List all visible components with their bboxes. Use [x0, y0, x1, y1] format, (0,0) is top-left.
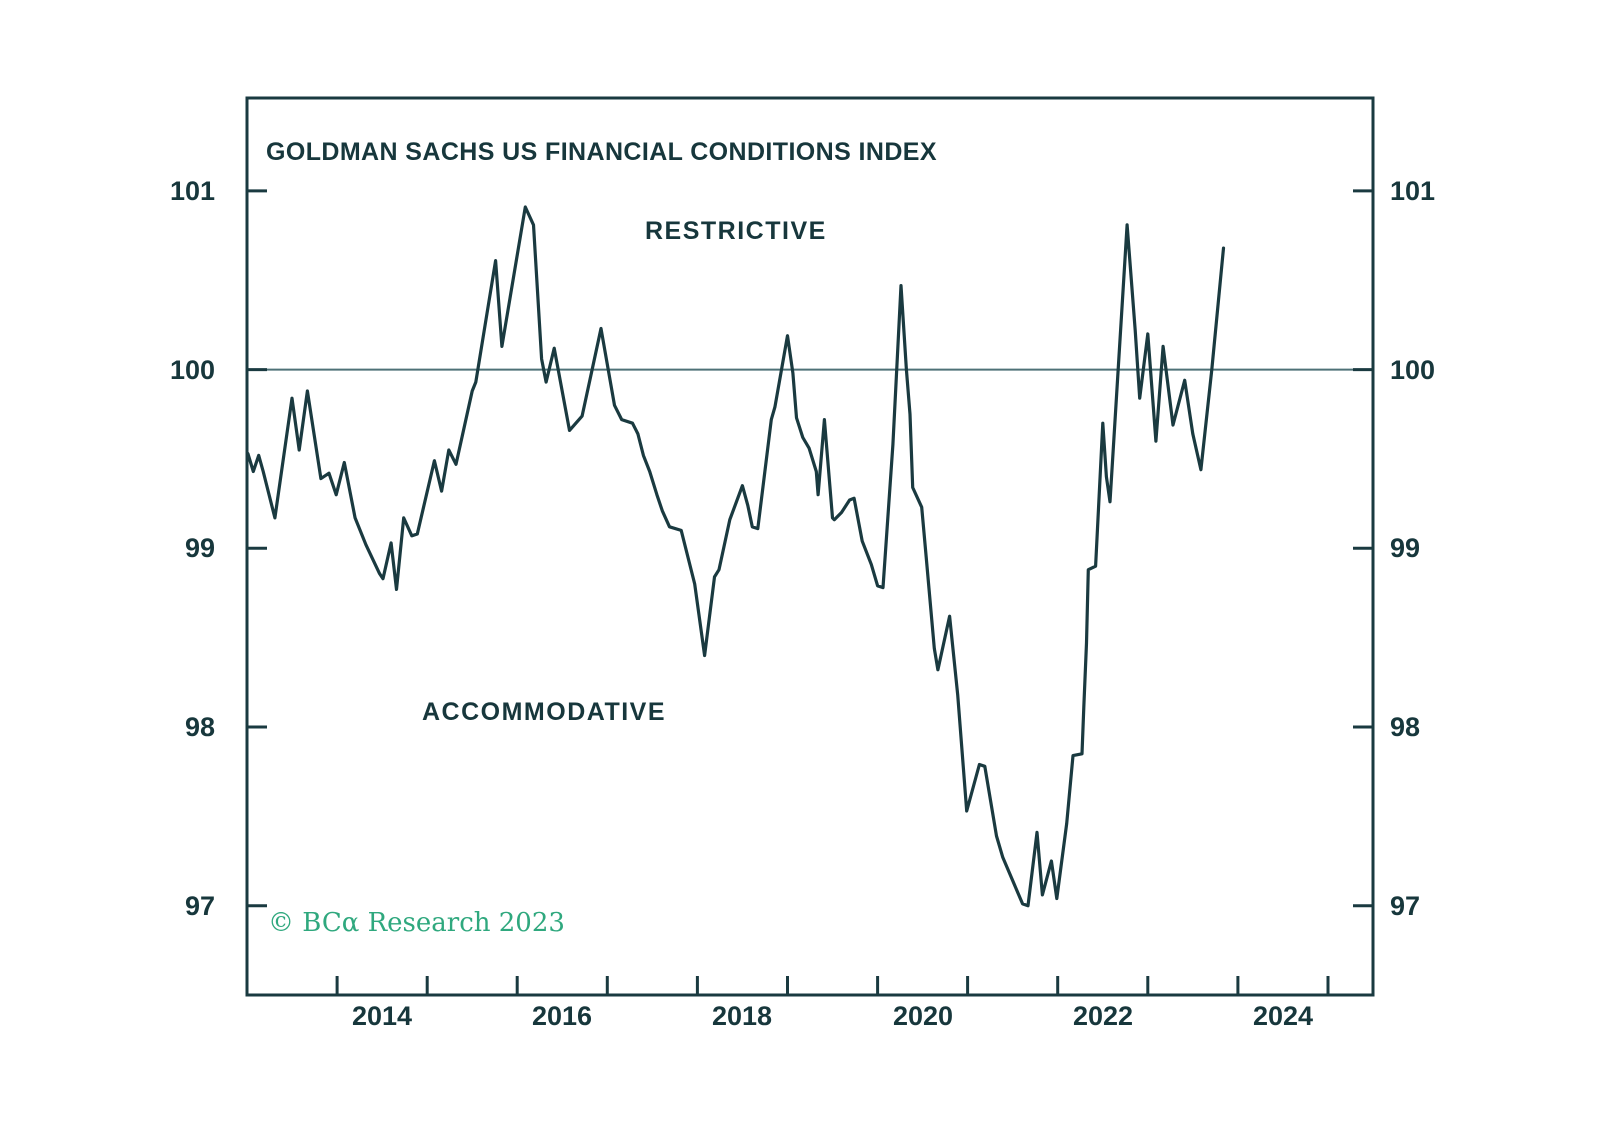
- y-tick-label-left-100: 100: [169, 355, 215, 385]
- restrictive-zone-label: RESTRICTIVE: [645, 217, 827, 245]
- plot-border: [245, 96, 1375, 997]
- x-tick-label-2020: 2020: [892, 1001, 954, 1031]
- y-tick-label-left-99: 99: [184, 533, 215, 563]
- chart-title: GOLDMAN SACHS US FINANCIAL CONDITIONS IN…: [266, 138, 937, 166]
- copyright-notice: © BCα Research 2023: [268, 908, 565, 938]
- y-tick-label-left-101: 101: [169, 176, 215, 206]
- y-tick-label-right-97: 97: [1390, 891, 1421, 921]
- y-tick-label-right-98: 98: [1390, 712, 1421, 742]
- y-tick-label-left-97: 97: [184, 891, 215, 921]
- y-tick-label-right-99: 99: [1390, 533, 1421, 563]
- y-tick-label-left-98: 98: [184, 712, 215, 742]
- x-tick-label-2014: 2014: [351, 1001, 413, 1031]
- accommodative-zone-label: ACCOMMODATIVE: [422, 698, 667, 726]
- y-tick-label-right-100: 100: [1390, 355, 1436, 385]
- x-tick-label-2018: 2018: [711, 1001, 773, 1031]
- y-tick-label-right-101: 101: [1390, 176, 1436, 206]
- fci-line-series: [246, 205, 1226, 908]
- x-tick-label-2016: 2016: [531, 1001, 593, 1031]
- x-tick-label-2024: 2024: [1252, 1001, 1314, 1031]
- x-tick-label-2022: 2022: [1072, 1001, 1134, 1031]
